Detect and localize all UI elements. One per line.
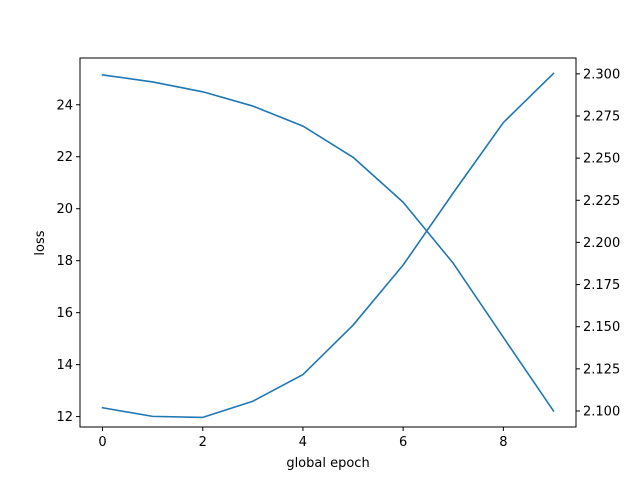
y-left-tick-label: 24: [56, 98, 73, 113]
y-axis-right: 2.100 2.125 2.150 2.175 2.200 2.225 2.250 2.275…: [576, 67, 620, 419]
y-axis-label: loss: [33, 230, 48, 255]
y-left-tick-label: 14: [56, 358, 73, 373]
y-left-tick-label: 22: [56, 150, 73, 165]
y-axis-left: 12 14 16 18 20 22 24: [56, 98, 80, 425]
y-right-tick-label: 2.150: [583, 320, 620, 335]
x-tick-label: 8: [499, 435, 507, 450]
y-right-tick-label: 2.225: [583, 194, 620, 209]
y-right-tick-label: 2.300: [583, 67, 620, 82]
x-tick-label: 4: [299, 435, 307, 450]
y-right-tick-label: 2.125: [583, 362, 620, 377]
x-tick-label: 0: [98, 435, 106, 450]
y-right-tick-label: 2.275: [583, 109, 620, 124]
x-axis: 0 2 4 6 8: [98, 427, 507, 450]
y-left-tick-label: 18: [56, 254, 73, 269]
y-right-tick-label: 2.175: [583, 278, 620, 293]
x-axis-label: global epoch: [286, 456, 369, 471]
x-tick-label: 6: [399, 435, 407, 450]
y-left-tick-label: 20: [56, 202, 73, 217]
y-left-tick-label: 16: [56, 306, 73, 321]
y-right-tick-label: 2.250: [583, 152, 620, 167]
y-left-tick-label: 12: [56, 410, 73, 425]
y-right-tick-label: 2.200: [583, 236, 620, 251]
series-line-left: [101, 73, 555, 413]
series-line-right: [101, 72, 555, 419]
y-right-tick-label: 2.100: [583, 404, 620, 419]
x-tick-label: 2: [199, 435, 207, 450]
